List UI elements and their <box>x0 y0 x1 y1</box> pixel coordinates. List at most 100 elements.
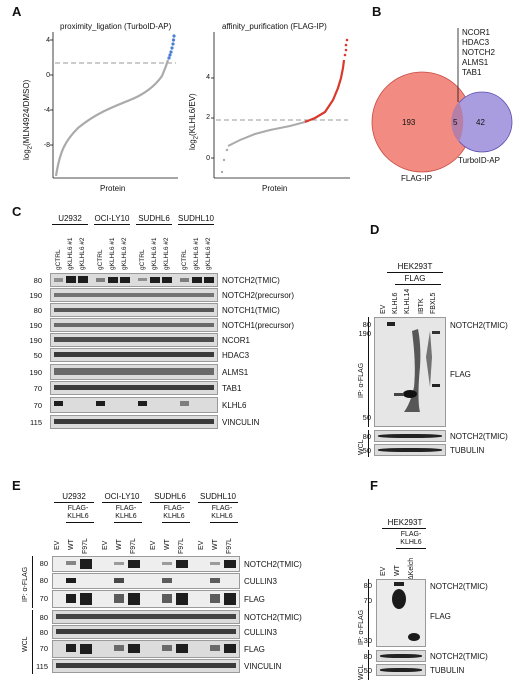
e-construct: FLAG-KLHL6 <box>211 505 233 520</box>
tick-neg8: -8 <box>43 142 50 149</box>
c-lane: gKLHL6 #1 <box>67 237 74 270</box>
panel-a-right-xlabel: Protein <box>262 184 288 193</box>
panel-f-letter: F <box>370 478 378 493</box>
panel-a-left-xlabel: Protein <box>100 184 126 193</box>
c-cell-sudhl6: SUDHL6 <box>138 214 170 223</box>
e-lane: EV <box>150 540 157 550</box>
f-cell: HEK293T <box>387 518 423 527</box>
c-lane: gKLHL6 #2 <box>79 237 86 270</box>
e-lane: WT <box>164 539 171 550</box>
f-lane: ΔKelch <box>408 557 415 580</box>
c-row-label: KLHL6 <box>222 401 247 410</box>
e-lane: F97L <box>82 538 89 554</box>
tick-r0: 0 <box>206 155 210 162</box>
c-lane: gCTRL <box>55 249 62 270</box>
e-lane: EV <box>102 540 109 550</box>
tick-0: 0 <box>46 72 50 79</box>
f-construct: FLAG-KLHL6 <box>400 531 422 546</box>
c-lane: gKLHL6 #2 <box>121 237 128 270</box>
e-row-label: FLAG <box>244 595 265 604</box>
d-cell: HEK293T <box>397 262 433 271</box>
venn-diagram <box>371 28 513 173</box>
panel-b-letter: B <box>372 4 382 19</box>
panel-a-plots <box>50 32 350 179</box>
c-lane: gCTRL <box>97 249 104 270</box>
e-lane: F97L <box>226 538 233 554</box>
e-cell: SUDHL10 <box>199 492 236 501</box>
c-row-label: VINCULIN <box>222 418 260 427</box>
e-row-label: NOTCH2(TMIC) <box>244 613 302 622</box>
f-ip-bands <box>392 582 420 641</box>
d-lane: IBTK <box>418 298 425 314</box>
panel-e-letter: E <box>12 478 21 493</box>
d-lane: FBXL5 <box>430 292 437 314</box>
c-lane: gKLHL6 #1 <box>151 237 158 270</box>
f-lane: WT <box>394 565 401 576</box>
venn-right-label: TurboID-AP <box>458 156 500 165</box>
d-lane: KLHL14 <box>404 288 411 314</box>
tick-neg4: -4 <box>43 107 50 114</box>
e-lane: EV <box>198 540 205 550</box>
d-wcl-row-label: TUBULIN <box>450 446 485 455</box>
f-wcl-row-label: TUBULIN <box>430 666 465 675</box>
e-lane: EV <box>54 540 61 550</box>
c-lane: gCTRL <box>139 249 146 270</box>
c-row-label: NOTCH1(precursor) <box>222 321 295 330</box>
e-cell: SUDHL6 <box>154 492 186 501</box>
c-row-label: NOTCH1(TMIC) <box>222 306 280 315</box>
tick-r2: 2 <box>206 114 210 121</box>
c-cell-sudhl10: SUDHL10 <box>177 214 214 223</box>
c-row-label: ALMS1 <box>222 368 249 377</box>
c-cell-ocily10: OCI-LY10 <box>94 214 130 223</box>
f-ip-row-label: NOTCH2(TMIC) <box>430 582 488 591</box>
c-row-label: NCOR1 <box>222 336 251 345</box>
c-row-label: NOTCH2(precursor) <box>222 291 295 300</box>
f-ip-row-label: FLAG <box>430 612 451 621</box>
venn-left-count: 193 <box>402 118 416 127</box>
e-lane: F97L <box>178 538 185 554</box>
d-tag: FLAG <box>404 274 426 283</box>
c-lane: gKLHL6 #2 <box>163 237 170 270</box>
f-wcl-row-label: NOTCH2(TMIC) <box>430 652 488 661</box>
panel-e-bands <box>56 559 236 668</box>
e-cell: U2932 <box>62 492 86 501</box>
c-lane: gKLHL6 #1 <box>193 237 200 270</box>
c-row-label: TAB1 <box>222 384 242 393</box>
panel-a-right-title: affinity_purification (FLAG-IP) <box>222 22 327 31</box>
panel-c-bands <box>54 276 214 424</box>
panel-d-letter: D <box>370 222 380 237</box>
e-row-label: CULLIN3 <box>244 628 277 637</box>
venn-right-count: 42 <box>476 118 485 127</box>
e-construct: FLAG-KLHL6 <box>67 505 89 520</box>
tick-r4: 4 <box>206 74 210 81</box>
c-row-label: HDAC3 <box>222 351 250 360</box>
venn-overlap-count: 5 <box>453 118 458 127</box>
c-lane: gKLHL6 #2 <box>205 237 212 270</box>
e-lane: WT <box>116 539 123 550</box>
e-row-label: VINCULIN <box>244 662 282 671</box>
panel-a-letter: A <box>12 4 22 19</box>
c-row-label: NOTCH2(TMIC) <box>222 276 280 285</box>
panel-c-letter: C <box>12 204 22 219</box>
c-lane: gKLHL6 #1 <box>109 237 116 270</box>
e-row-label: FLAG <box>244 645 265 654</box>
d-lane: KLHL6 <box>392 292 399 314</box>
e-row-label: NOTCH2(TMIC) <box>244 560 302 569</box>
e-row-label: CULLIN3 <box>244 577 277 586</box>
e-lane: WT <box>68 539 75 550</box>
e-construct: FLAG-KLHL6 <box>115 505 137 520</box>
d-lane: EV <box>380 304 387 314</box>
venn-left-label: FLAG-IP <box>401 174 433 183</box>
d-ip-label: IP: α-FLAG <box>358 362 365 398</box>
f-lane: EV <box>380 566 387 576</box>
e-lane: WT <box>212 539 219 550</box>
d-wcl-row-label: NOTCH2(TMIC) <box>450 432 508 441</box>
left-curve <box>54 59 170 177</box>
d-ip-bands <box>387 322 440 412</box>
venn-overlap-genes: NCOR1 HDAC3 NOTCH2 ALMS1 TAB1 <box>462 28 495 77</box>
c-cell-u2932: U2932 <box>58 214 82 223</box>
c-lane: gCTRL <box>181 249 188 270</box>
e-cell: OCI-LY10 <box>104 492 140 501</box>
d-ip-row-label: NOTCH2(TMIC) <box>450 321 508 330</box>
d-ip-row-label: FLAG <box>450 370 471 379</box>
